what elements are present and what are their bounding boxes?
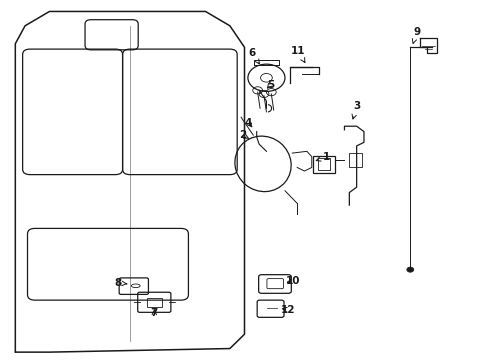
Text: 9: 9 — [411, 27, 419, 44]
Text: 1: 1 — [316, 152, 329, 162]
Text: 3: 3 — [351, 102, 360, 119]
Bar — [312, 156, 334, 173]
Text: 12: 12 — [281, 305, 295, 315]
Bar — [348, 153, 361, 167]
Bar — [147, 298, 161, 307]
Text: 6: 6 — [248, 48, 259, 64]
Circle shape — [406, 267, 413, 272]
Text: 5: 5 — [266, 80, 273, 90]
Text: 11: 11 — [290, 46, 305, 63]
Text: 7: 7 — [150, 309, 158, 318]
Text: 10: 10 — [285, 276, 300, 286]
Text: 8: 8 — [114, 278, 127, 288]
Text: 4: 4 — [244, 118, 252, 128]
Text: 2: 2 — [239, 130, 248, 140]
Bar — [317, 158, 329, 170]
